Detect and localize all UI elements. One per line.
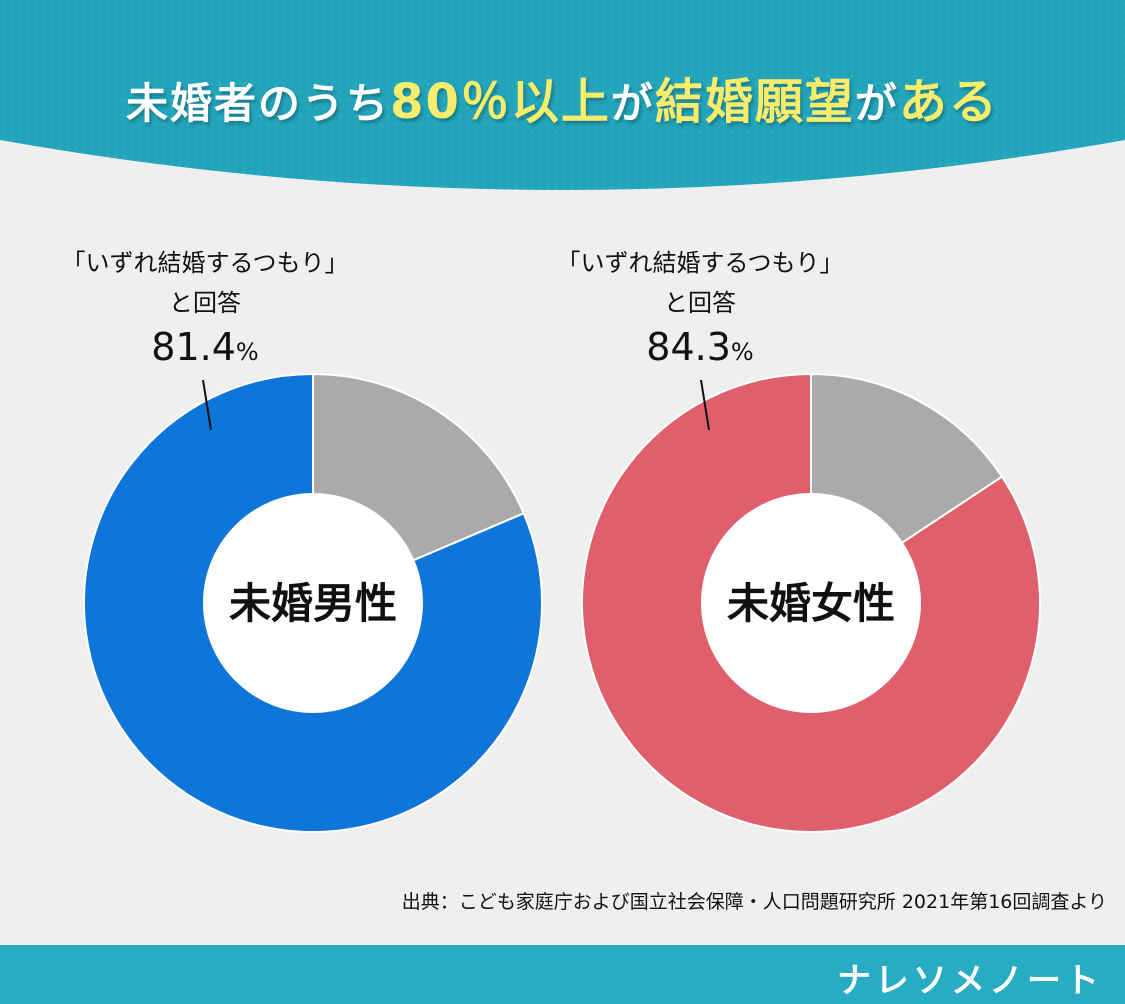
donut-hole bbox=[203, 493, 423, 713]
annotation-line1: 「いずれ結婚するつもり」 bbox=[61, 249, 349, 277]
unit-text: % bbox=[235, 338, 259, 366]
title-text: が bbox=[610, 79, 655, 128]
source-citation: 出典：こども家庭庁および国立社会保障・人口問題研究所 2021年第16回調査より bbox=[401, 891, 1107, 913]
header-pattern bbox=[0, 0, 1125, 190]
annotation-line2: と回答 bbox=[664, 289, 736, 317]
female-annotation: 「いずれ結婚するつもり」 と回答 84.3% bbox=[515, 243, 885, 376]
page-title: 未婚者のうち80％以上が結婚願望がある bbox=[0, 62, 1125, 132]
value-text: 81.4 bbox=[151, 325, 236, 369]
donut-center-label: 未婚女性 bbox=[727, 579, 895, 628]
brand-logo: ナレソメノート bbox=[837, 961, 1103, 1001]
title-highlight: ある bbox=[898, 74, 999, 130]
value-text: 84.3 bbox=[646, 325, 731, 369]
donut-hole bbox=[701, 493, 921, 713]
footer-bar bbox=[0, 945, 1125, 1004]
annotation-line2: と回答 bbox=[169, 289, 241, 317]
annotation-value: 81.4% bbox=[20, 323, 390, 376]
leader-line bbox=[700, 379, 710, 431]
donut-center-label: 未婚男性 bbox=[229, 579, 397, 628]
male-annotation: 「いずれ結婚するつもり」 と回答 81.4% bbox=[20, 243, 390, 376]
leader-line bbox=[202, 379, 212, 431]
annotation-value: 84.3% bbox=[515, 323, 885, 376]
title-highlight: 80％以上 bbox=[390, 74, 611, 130]
title-highlight: 結婚願望 bbox=[654, 74, 855, 130]
annotation-line1: 「いずれ結婚するつもり」 bbox=[556, 249, 844, 277]
title-text: 未婚者のうち bbox=[126, 79, 391, 128]
title-text: が bbox=[854, 79, 899, 128]
unit-text: % bbox=[730, 338, 754, 366]
